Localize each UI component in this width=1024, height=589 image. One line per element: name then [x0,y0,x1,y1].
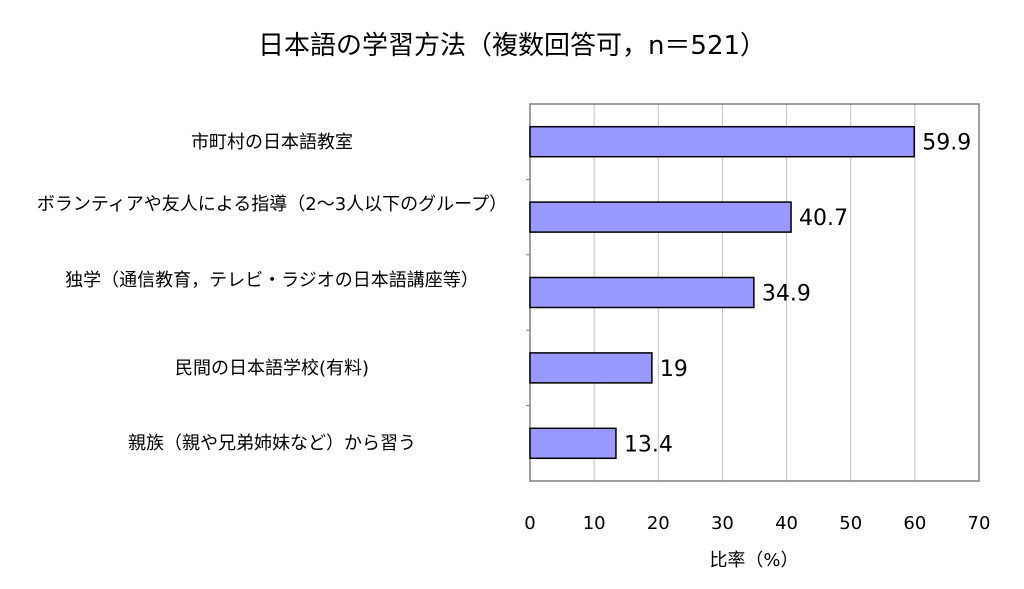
category-label: 民間の日本語学校(有料) [174,358,370,379]
x-tick-label: 70 [968,513,991,534]
x-tick-label: 30 [711,513,734,534]
bar [529,125,915,158]
category-label: 独学（通信教育，テレビ・ラジオの日本語講座等） [65,270,479,291]
bar [529,427,617,460]
x-tick-label: 0 [524,513,535,534]
bar [529,201,792,233]
x-tick-label: 10 [583,513,606,534]
bar [529,276,755,309]
bar [529,352,653,384]
x-tick-label: 40 [775,513,798,534]
chart-title: 日本語の学習方法（複数回答可，n＝521） [257,31,767,61]
x-tick-label: 20 [647,513,670,534]
data-label: 40.7 [799,206,848,231]
x-tick-label: 60 [903,513,926,534]
data-label: 59.9 [922,131,971,156]
category-label: 市町村の日本語教室 [191,132,353,153]
x-axis-title: 比率（%） [709,550,799,571]
data-label: 19 [660,357,688,382]
x-tick-label: 50 [839,513,862,534]
data-label: 13.4 [624,432,673,457]
category-label: 親族（親や兄弟姉妹など）から習う [128,433,416,454]
category-label: ボランティアや友人による指導（2～3人以下のグループ） [36,194,508,215]
data-label: 34.9 [762,282,811,307]
